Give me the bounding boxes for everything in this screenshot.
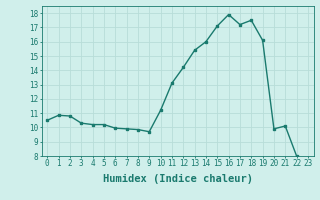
- X-axis label: Humidex (Indice chaleur): Humidex (Indice chaleur): [103, 174, 252, 184]
